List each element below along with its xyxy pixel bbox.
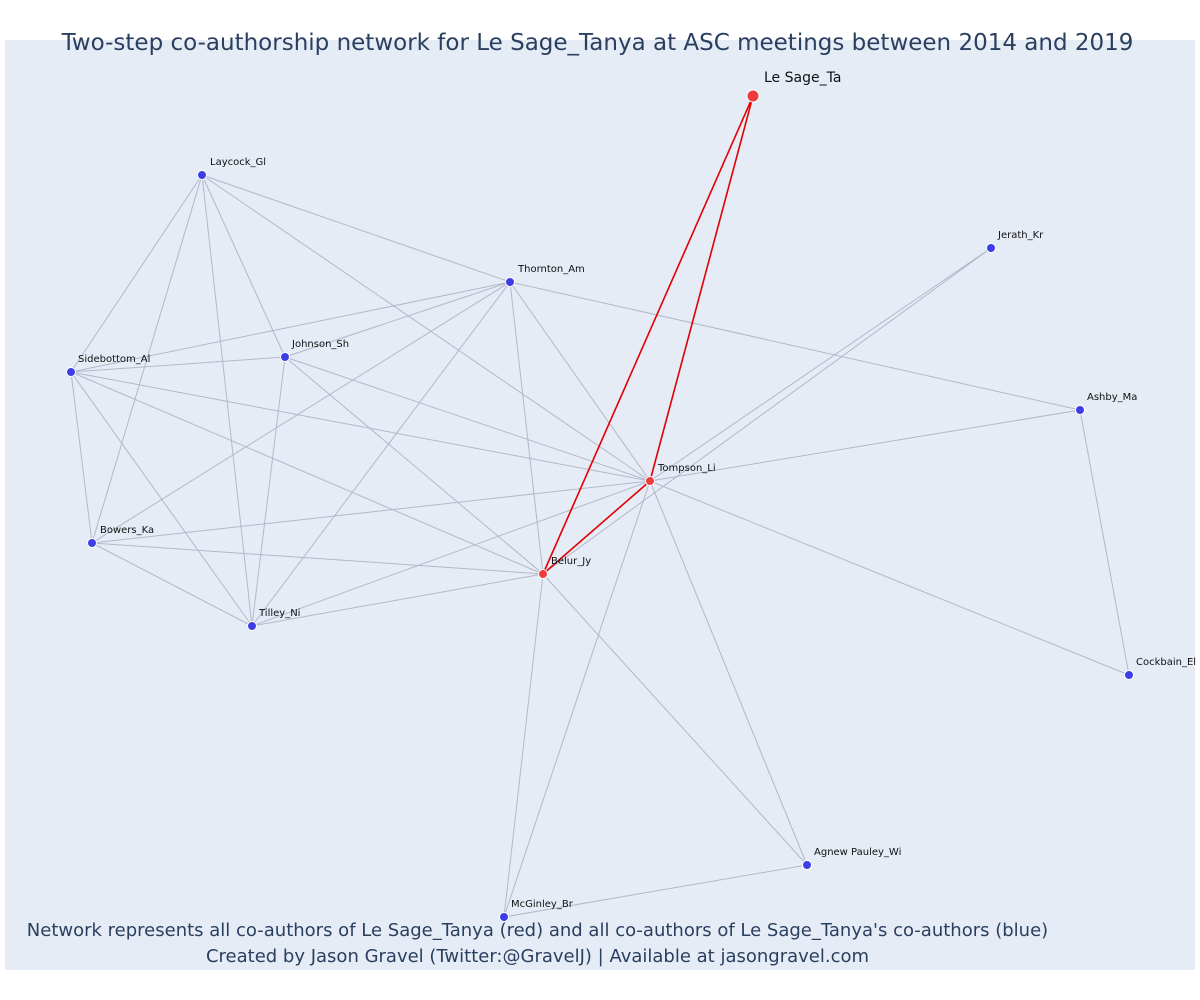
edge-sidebottom_al-bowers_ka bbox=[70, 371, 93, 544]
label-layer: Le Sage_Ta Tompson_Li Belur_Jy Laycock_Gl Th… bbox=[78, 70, 1196, 910]
edge-thornton_am-johnson_sh bbox=[284, 281, 511, 358]
edge-bowers_ka-tompson_li bbox=[91, 480, 651, 544]
node-label-agnew_pauley_wi: Agnew Pauley_Wi bbox=[814, 847, 901, 858]
node-label-sidebottom_al: Sidebottom_Al bbox=[78, 354, 150, 365]
node-johnson_sh[interactable] bbox=[280, 352, 290, 362]
edge-layer bbox=[70, 95, 1130, 918]
edge-thornton_am-belur_jy bbox=[509, 281, 544, 575]
node-label-mcginley_br: McGinley_Br bbox=[511, 899, 574, 910]
edge-le_sage_ta-belur_jy bbox=[542, 95, 754, 575]
node-label-tilley_ni: Tilley_Ni bbox=[258, 608, 300, 619]
edge-laycock_gl-tilley_ni bbox=[201, 174, 253, 627]
edge-bowers_ka-belur_jy bbox=[91, 542, 544, 575]
node-belur_jy[interactable] bbox=[538, 569, 548, 579]
edge-thornton_am-ashby_ma bbox=[509, 281, 1081, 411]
node-label-ashby_ma: Ashby_Ma bbox=[1087, 392, 1137, 403]
node-agnew_pauley_wi[interactable] bbox=[802, 860, 812, 870]
edge-laycock_gl-johnson_sh bbox=[201, 174, 286, 358]
node-label-bowers_ka: Bowers_Ka bbox=[100, 525, 154, 536]
plot-background bbox=[5, 40, 1195, 970]
edge-tompson_li-belur_jy bbox=[542, 480, 651, 575]
node-sidebottom_al[interactable] bbox=[66, 367, 76, 377]
edge-laycock_gl-thornton_am bbox=[201, 174, 511, 283]
node-mcginley_br[interactable] bbox=[499, 912, 509, 922]
caption-line-2: Created by Jason Gravel (Twitter:@Gravel… bbox=[205, 946, 870, 967]
edge-tompson_li-cockbain_el bbox=[649, 480, 1130, 676]
caption: Network represents all co-authors of Le … bbox=[0, 918, 1075, 970]
edge-tompson_li-mcginley_br bbox=[503, 480, 651, 918]
node-label-laycock_gl: Laycock_Gl bbox=[210, 157, 266, 168]
edge-thornton_am-tompson_li bbox=[509, 281, 651, 482]
edge-thornton_am-tilley_ni bbox=[251, 281, 511, 627]
node-label-jerath_kr: Jerath_Kr bbox=[997, 230, 1044, 241]
edge-laycock_gl-tompson_li bbox=[201, 174, 651, 482]
node-tompson_li[interactable] bbox=[645, 476, 655, 486]
edge-bowers_ka-tilley_ni bbox=[91, 542, 253, 627]
node-tilley_ni[interactable] bbox=[247, 621, 257, 631]
edge-belur_jy-jerath_kr bbox=[542, 247, 992, 575]
edge-agnew_pauley_wi-mcginley_br bbox=[503, 864, 808, 918]
node-label-cockbain_el: Cockbain_El bbox=[1136, 657, 1196, 668]
node-label-thornton_am: Thornton_Am bbox=[517, 264, 585, 275]
node-cockbain_el[interactable] bbox=[1124, 670, 1134, 680]
edge-laycock_gl-bowers_ka bbox=[91, 174, 203, 544]
edge-sidebottom_al-belur_jy bbox=[70, 371, 544, 575]
edge-johnson_sh-tompson_li bbox=[284, 356, 651, 482]
edge-sidebottom_al-johnson_sh bbox=[70, 356, 286, 373]
edge-tilley_ni-tompson_li bbox=[251, 480, 651, 627]
edge-laycock_gl-sidebottom_al bbox=[70, 174, 203, 373]
edge-johnson_sh-tilley_ni bbox=[251, 356, 286, 627]
edge-tompson_li-jerath_kr bbox=[649, 247, 992, 482]
node-thornton_am[interactable] bbox=[505, 277, 515, 287]
edge-tilley_ni-belur_jy bbox=[251, 573, 544, 627]
node-label-johnson_sh: Johnson_Sh bbox=[291, 339, 349, 350]
caption-line-1: Network represents all co-authors of Le … bbox=[26, 920, 1049, 941]
node-le_sage_ta[interactable] bbox=[746, 89, 760, 103]
edge-johnson_sh-belur_jy bbox=[284, 356, 544, 575]
node-bowers_ka[interactable] bbox=[87, 538, 97, 548]
edge-belur_jy-mcginley_br bbox=[503, 573, 544, 918]
node-label-belur_jy: Belur_Jy bbox=[551, 556, 591, 567]
node-ashby_ma[interactable] bbox=[1075, 405, 1085, 415]
edge-belur_jy-agnew_pauley_wi bbox=[542, 573, 808, 866]
node-label-le_sage_ta: Le Sage_Ta bbox=[764, 70, 841, 86]
edge-ashby_ma-cockbain_el bbox=[1079, 409, 1130, 676]
edge-sidebottom_al-tompson_li bbox=[70, 371, 651, 482]
node-layer bbox=[66, 89, 1134, 922]
edge-sidebottom_al-tilley_ni bbox=[70, 371, 253, 627]
node-label-tompson_li: Tompson_Li bbox=[657, 463, 716, 474]
node-laycock_gl[interactable] bbox=[197, 170, 207, 180]
node-jerath_kr[interactable] bbox=[986, 243, 996, 253]
edge-tompson_li-agnew_pauley_wi bbox=[649, 480, 808, 866]
edge-tompson_li-ashby_ma bbox=[649, 409, 1081, 482]
edge-thornton_am-sidebottom_al bbox=[70, 281, 511, 373]
edge-le_sage_ta-tompson_li bbox=[649, 95, 754, 482]
chart-title: Two-step co-authorship network for Le Sa… bbox=[61, 30, 1134, 56]
